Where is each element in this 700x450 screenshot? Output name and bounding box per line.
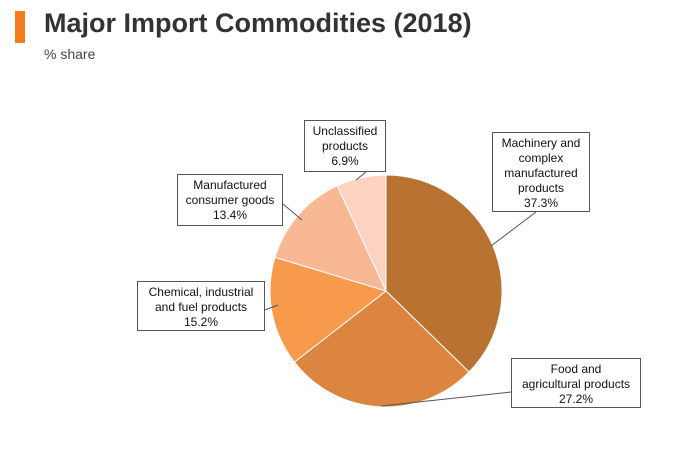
chart-subtitle: % share xyxy=(44,46,96,62)
slice-callout: Machinery and complex manufactured products… xyxy=(492,132,590,212)
slice-label-line: agricultural products xyxy=(521,377,631,391)
pie-slice xyxy=(336,174,387,292)
pie-slice xyxy=(274,185,387,292)
slice-value-label: 15.2% xyxy=(183,315,219,329)
slice-label-line: Machinery and xyxy=(501,136,581,150)
pie-slice xyxy=(269,256,388,363)
title-accent-bar xyxy=(15,11,25,43)
slice-callout: Chemical, industrial and fuel products 15.… xyxy=(137,281,265,331)
slice-label-line: products xyxy=(517,181,565,195)
slice-callout: Unclassified products 6.9% xyxy=(304,120,386,172)
slice-label-line: complex xyxy=(518,151,564,165)
callout-leader-line xyxy=(282,203,303,221)
slice-label-line: products xyxy=(321,139,369,153)
slice-value-label: 6.9% xyxy=(331,154,359,168)
slice-label-line: Unclassified xyxy=(312,124,378,138)
slice-value-label: 37.3% xyxy=(523,196,559,210)
slice-value-label: 13.4% xyxy=(212,208,248,222)
slice-callout: Food and agricultural products 27.2% xyxy=(511,358,641,408)
callout-leader-line xyxy=(490,211,537,247)
chart-title: Major Import Commodities (2018) xyxy=(44,8,472,38)
callout-leader-line xyxy=(264,304,279,311)
slice-callout: Manufactured consumer goods 13.4% xyxy=(177,174,283,226)
slice-label-line: Manufactured xyxy=(193,178,267,192)
slice-value-label: 27.2% xyxy=(558,392,594,406)
slice-label-line: Chemical, industrial xyxy=(148,285,254,299)
pie-slice xyxy=(293,290,470,408)
slice-label-line: manufactured xyxy=(504,166,578,180)
pie-slice xyxy=(385,174,503,373)
slice-label-line: and fuel products xyxy=(154,300,248,314)
callout-leader-line xyxy=(380,391,512,407)
slice-label-line: Food and xyxy=(550,362,602,376)
slice-label-line: consumer goods xyxy=(185,193,275,207)
callout-leader-line xyxy=(355,171,367,181)
